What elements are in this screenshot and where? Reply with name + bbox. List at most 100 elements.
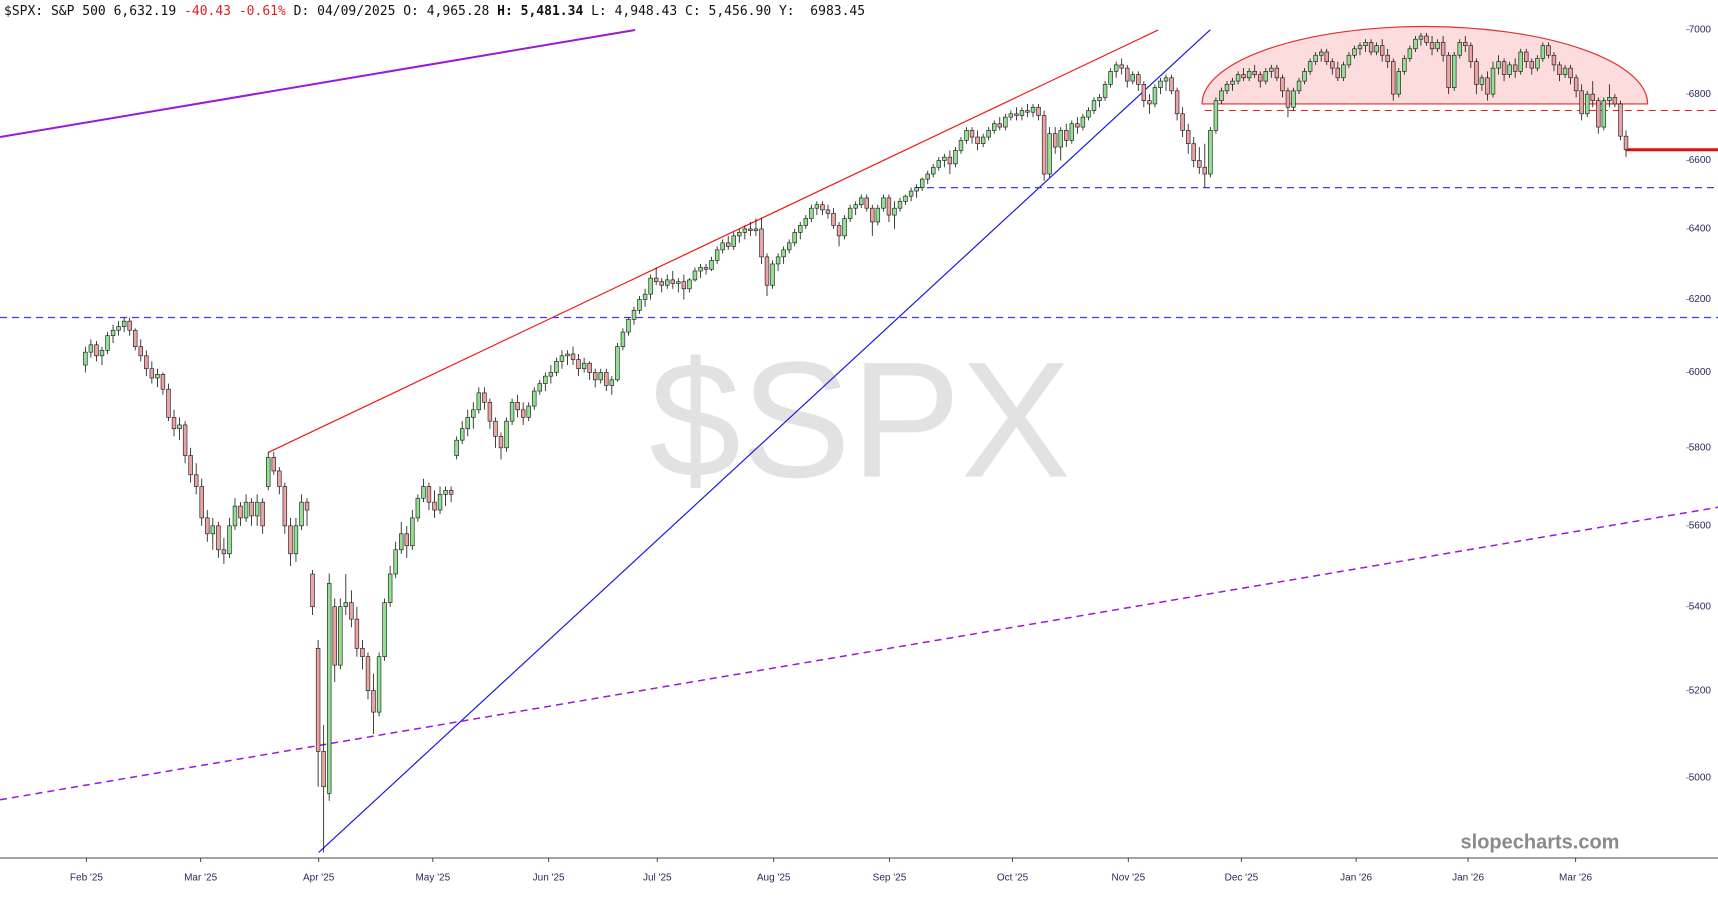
candle-body [1512,64,1518,72]
candle-body [853,204,858,209]
candle-body [321,751,326,788]
candle-body [471,409,476,418]
watermark: $SPX [649,328,1071,512]
candle-body [1008,113,1014,118]
candle-body [1091,100,1097,111]
candle-body [110,329,116,336]
candle-body [1551,54,1557,66]
candle-body [404,533,409,547]
candle-body [1052,133,1058,148]
candle-body [99,350,105,357]
candle-body [925,173,930,180]
candle-body [360,647,365,657]
candle-body [493,420,498,437]
candle-body [958,140,964,151]
candle-body [1440,42,1446,56]
candle-body [260,501,265,527]
candle-body [354,618,360,649]
candle-body [177,424,182,430]
candle-body [487,401,493,422]
candle-body [199,486,204,519]
x-tick-label: Sep '25 [873,873,907,884]
candle-body [786,242,792,251]
candle-body [1258,74,1263,82]
open-label: O: [403,4,419,19]
candle-body [1125,67,1130,82]
candle-body [1003,116,1008,128]
candle-body [1108,71,1113,85]
candle-body [1174,90,1180,115]
candle-body [1141,84,1147,101]
candle-body [1468,45,1474,62]
candle-body [703,267,709,270]
candle-body [498,436,504,449]
candle-body [1590,93,1595,101]
candle-body [1036,106,1041,116]
candle-body [205,517,210,535]
candle-body [1136,74,1141,85]
candle-body [648,277,653,295]
candle-body [897,201,903,209]
candle-body [304,501,310,511]
y-label: Y: [778,4,795,19]
candle-body [637,299,642,311]
candle-body [1474,61,1479,85]
candle-body [537,383,542,392]
symbol: $SPX: [4,4,44,19]
candle-body [387,573,393,603]
candle-body [410,517,415,547]
candle-body [155,373,160,379]
candle-body [975,136,980,145]
candle-body [1496,61,1501,69]
candle-body [1529,61,1534,69]
candle-body [659,281,664,286]
candle-body [847,207,853,219]
candle-body [504,420,509,449]
candle-body [814,204,820,209]
candle-body [1540,45,1546,59]
y-tick-label: 6000 [1689,367,1712,378]
y-tick-label: 5400 [1689,601,1712,612]
candle-body [1557,64,1562,75]
candle-body [1479,77,1485,85]
candle-body [1485,77,1490,95]
candle-body [1064,130,1069,141]
candle-body [681,281,687,290]
candle-body [210,525,216,535]
candle-body [365,656,371,691]
candle-body [1391,61,1396,95]
candle-body [1418,35,1424,40]
candle-body [1607,97,1612,101]
candle-body [1446,54,1451,88]
candle-body [720,242,725,251]
candle-body [382,602,387,657]
candle-body [448,490,454,495]
candle-body [121,320,127,327]
candle-body [1374,45,1379,53]
open: 4,965.28 [426,4,490,19]
y-tick-label: 5600 [1689,520,1712,531]
candle-body [820,204,825,211]
x-tick-label: Dec '25 [1225,873,1259,884]
candle-body [775,256,781,265]
y-tick-label: 5200 [1689,685,1712,696]
candle-body [903,195,908,202]
candle-body [1263,71,1268,82]
y-tick-label: 5000 [1689,772,1712,783]
candle-body [731,235,736,247]
candle-body [454,439,459,456]
candle-body [326,583,332,794]
candle-body [1274,67,1280,79]
candle-body [1069,123,1075,141]
x-tick-label: Aug '25 [757,873,791,884]
candle-body [1252,71,1257,75]
candle-body [670,279,675,284]
candle-body [1080,116,1086,128]
trend-line [267,29,1159,453]
candle-body [182,424,188,456]
candle-body [1330,61,1335,69]
candle-body [426,486,432,503]
candle-body [288,525,293,555]
